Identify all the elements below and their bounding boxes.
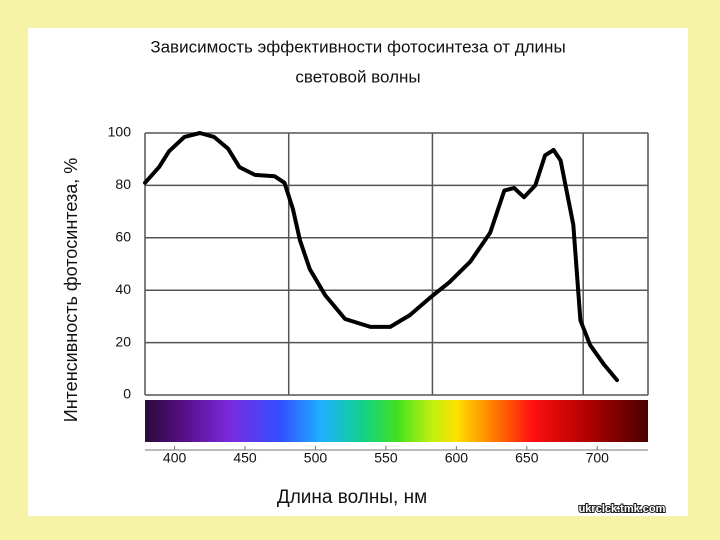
chart-title: световой волны — [295, 67, 420, 86]
watermark: ukrclck.tmk.com — [579, 503, 666, 515]
data-line — [143, 131, 619, 383]
x-axis-label: Длина волны, нм — [277, 487, 427, 508]
y-axis-label: Интенсивность фотосинтеза, % — [61, 158, 81, 422]
x-tick-label: 700 — [586, 450, 610, 466]
y-tick-label: 60 — [115, 229, 131, 245]
x-tick-label: 450 — [233, 450, 257, 466]
spectrum-bar — [145, 400, 648, 442]
chart-title: Зависимость эффективности фотосинтеза от… — [150, 37, 565, 56]
y-tick-label: 20 — [115, 333, 131, 349]
y-tick-label: 0 — [123, 386, 131, 402]
x-tick-label: 650 — [515, 450, 539, 466]
y-tick-label: 80 — [115, 176, 131, 192]
x-tick-label: 600 — [445, 450, 469, 466]
y-tick-label: 100 — [108, 124, 132, 140]
panel — [28, 28, 688, 516]
x-tick-label: 550 — [374, 450, 398, 466]
y-tick-label: 40 — [115, 281, 131, 297]
x-tick-label: 500 — [304, 450, 328, 466]
x-tick-label: 400 — [163, 450, 187, 466]
